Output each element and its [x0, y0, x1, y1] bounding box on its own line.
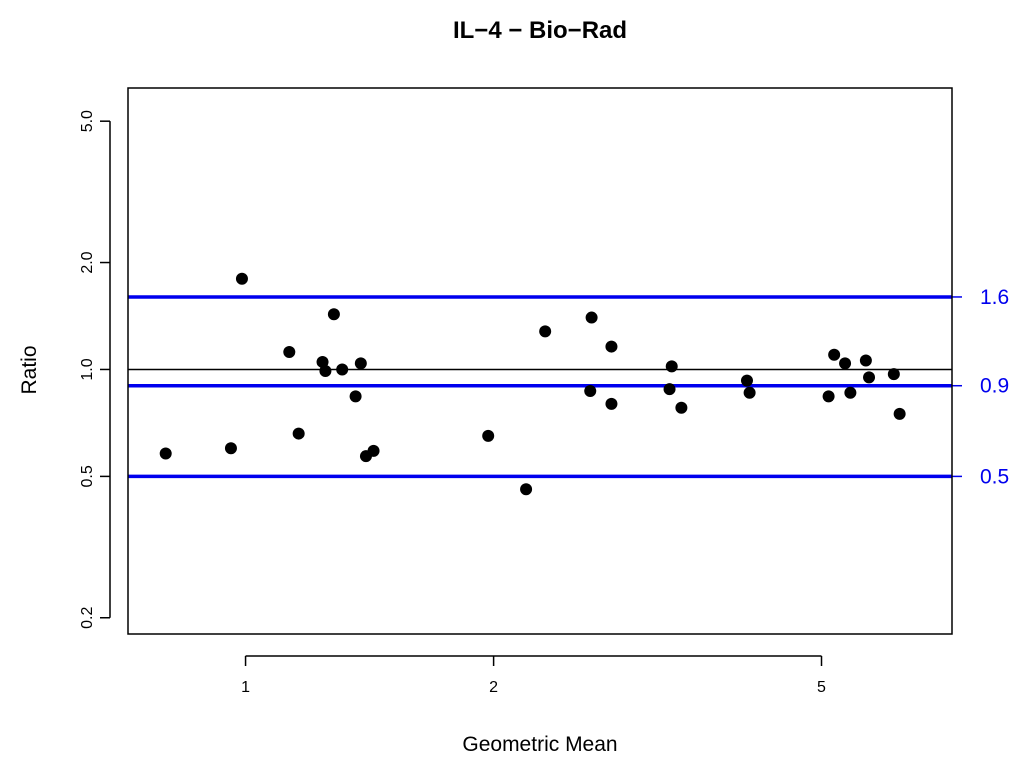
y-axis: 0.2 0.5 1.0 2.0 5.0: [79, 110, 111, 629]
data-point: [839, 357, 852, 370]
data-point: [844, 386, 857, 399]
data-point: [319, 365, 332, 378]
data-point: [539, 325, 552, 338]
data-point: [822, 390, 835, 403]
x-axis: 1 2 5: [241, 655, 826, 696]
data-point: [292, 427, 305, 440]
data-point: [663, 383, 676, 396]
reference-label-1: 1.6: [980, 286, 1009, 309]
data-point: [887, 368, 900, 381]
reference-lines: 1.6 0.9 0.5: [128, 286, 1009, 488]
data-point: [675, 401, 688, 414]
reference-label-3: 0.5: [980, 465, 1009, 488]
data-point: [585, 311, 598, 324]
data-point: [235, 272, 248, 285]
data-point: [482, 429, 495, 442]
data-point: [367, 444, 380, 457]
x-tick-label: 2: [489, 679, 498, 696]
data-point: [893, 407, 906, 420]
data-point: [520, 483, 533, 496]
data-point: [743, 386, 756, 399]
data-point: [665, 360, 678, 373]
data-point: [283, 345, 296, 358]
data-point: [316, 355, 329, 368]
data-point: [605, 397, 618, 410]
data-point: [336, 363, 349, 376]
data-point: [159, 447, 172, 460]
y-tick-label: 5.0: [79, 110, 96, 132]
data-point: [863, 371, 876, 384]
reference-label-2: 0.9: [980, 375, 1009, 398]
data-points: [159, 272, 906, 496]
data-point: [859, 354, 872, 367]
y-axis-label: Ratio: [18, 345, 41, 394]
y-tick-label: 0.5: [79, 465, 96, 487]
data-point: [327, 308, 340, 321]
plot-frame: [127, 87, 953, 635]
data-point: [584, 384, 597, 397]
y-tick-label: 0.2: [79, 607, 96, 629]
x-tick-label: 1: [241, 679, 250, 696]
data-point: [224, 442, 237, 455]
y-tick-label: 1.0: [79, 358, 96, 380]
data-point: [354, 357, 367, 370]
data-point: [828, 348, 841, 361]
y-tick-label: 2.0: [79, 251, 96, 273]
x-tick-label: 5: [817, 679, 826, 696]
data-point: [605, 340, 618, 353]
chart-title: IL−4 − Bio−Rad: [453, 17, 627, 44]
data-point: [740, 374, 753, 387]
x-axis-label: Geometric Mean: [462, 733, 617, 756]
data-point: [349, 390, 362, 403]
